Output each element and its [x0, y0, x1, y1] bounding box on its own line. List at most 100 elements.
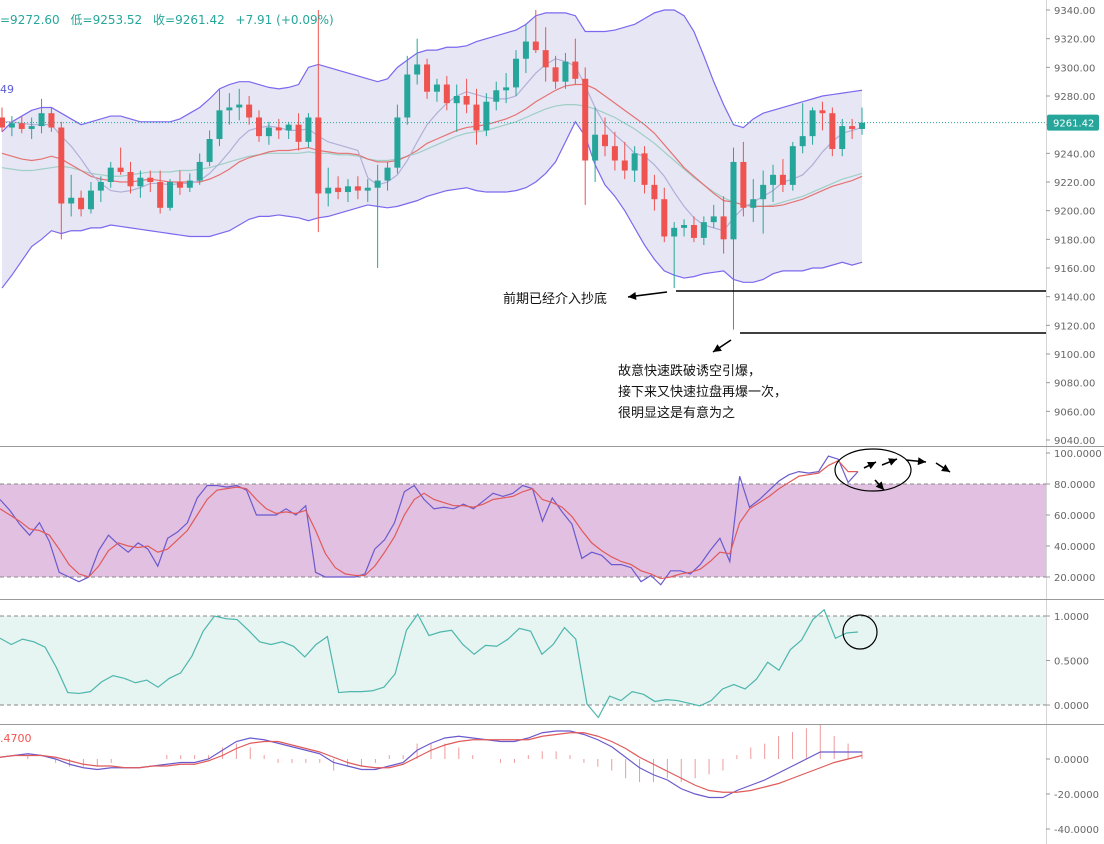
- bollinger-lower-line: [1, 120, 863, 289]
- candle-down: [740, 161, 747, 208]
- price-tick-label: 9080.00: [1054, 379, 1095, 390]
- candle-up: [364, 187, 371, 191]
- candle-down: [641, 153, 648, 185]
- price-tick-label: 9200.00: [1054, 207, 1095, 218]
- rsi-tick-label: 80.0000: [1054, 480, 1095, 491]
- candle-down: [661, 199, 668, 237]
- price-tick-label: 9040.00: [1054, 436, 1095, 447]
- arrow-to-breakdown-note-head: [713, 344, 722, 352]
- candle-up: [8, 123, 15, 128]
- bollinger-upper-line: [1, 9, 863, 133]
- candle-up: [38, 113, 45, 127]
- candle-up: [236, 104, 243, 108]
- candle-up: [186, 180, 193, 188]
- candle-up: [305, 117, 312, 142]
- candle-up: [433, 84, 440, 92]
- ma-mid-line: [1, 103, 863, 207]
- candle-down: [819, 110, 826, 114]
- rsi-band-fill: [0, 484, 1046, 577]
- candle-down: [48, 113, 55, 128]
- candle-up: [859, 122, 865, 129]
- candle-down: [256, 117, 263, 137]
- annotation-breakdown: 故意快速跌破诱空引爆， 接下来又快速拉盘再爆一次， 很明显这是有意为之: [618, 361, 787, 424]
- candle-up: [799, 136, 806, 147]
- candle-up: [374, 180, 381, 188]
- candle-down: [127, 171, 134, 187]
- candle-up: [503, 87, 510, 91]
- candle-down: [0, 117, 5, 128]
- candle-down: [424, 64, 431, 92]
- bollinger-band-fill: [2, 10, 862, 289]
- annotation-breakdown-line-3: 很明显这是有意为之: [618, 406, 736, 421]
- rsi-highlight-ellipse: [834, 448, 912, 492]
- last-price-tag: [1047, 114, 1099, 131]
- last-price-label: 9261.42: [1053, 119, 1094, 130]
- candle-up: [750, 199, 757, 208]
- ohlc-readout: =9272.60 低=9253.52 收=9261.42 +7.91 (+0.0…: [0, 11, 341, 28]
- candle-down: [58, 127, 65, 204]
- price-tick-label: 9240.00: [1054, 149, 1095, 160]
- price-tick-label: 9220.00: [1054, 178, 1095, 189]
- candle-up: [344, 186, 351, 193]
- rsi-arrow-3-head: [875, 481, 884, 490]
- candle-up: [770, 174, 777, 185]
- price-tick-label: 9100.00: [1054, 350, 1095, 361]
- candle-up: [789, 146, 796, 185]
- bb-indicator-label: 49: [0, 83, 14, 96]
- price-tick-label: 9280.00: [1054, 92, 1095, 103]
- candle-down: [354, 186, 361, 191]
- candle-down: [542, 50, 549, 68]
- high-value: =9272.60: [0, 13, 60, 27]
- candle-up: [671, 227, 678, 237]
- candle-up: [394, 117, 401, 168]
- change-value: +7.91 (+0.09%): [235, 13, 334, 27]
- rsi-arrow-1-head: [867, 462, 876, 470]
- candle-down: [473, 104, 480, 131]
- arrow-to-bottom-note-head: [628, 292, 637, 300]
- candle-down: [78, 197, 85, 210]
- macd-signal-line: [0, 732, 863, 793]
- candle-down: [157, 182, 164, 208]
- candle-up: [384, 167, 391, 181]
- candle-down: [829, 113, 836, 150]
- candle-up: [562, 61, 569, 82]
- price-tick-label: 9300.00: [1054, 63, 1095, 74]
- candle-up: [760, 184, 767, 200]
- candle-up: [325, 187, 332, 194]
- low-value: 低=9253.52: [70, 13, 143, 27]
- candle-up: [167, 182, 174, 208]
- candle-down: [849, 126, 856, 129]
- candle-down: [582, 78, 589, 161]
- candle-down: [246, 104, 253, 118]
- candle-down: [651, 184, 658, 200]
- candle-up: [28, 126, 35, 129]
- candle-down: [690, 225, 697, 238]
- candle-up: [681, 225, 688, 228]
- candle-down: [552, 67, 559, 82]
- candle-up: [631, 153, 638, 171]
- annotation-bottom-entry: 前期已经介入抄底: [503, 292, 608, 307]
- osc-tick-label: 0.5000: [1054, 657, 1089, 668]
- candle-up: [206, 139, 213, 162]
- candle-down: [779, 174, 786, 185]
- osc-tick-label: 0.0000: [1054, 701, 1089, 712]
- candle-up: [137, 177, 144, 187]
- candle-down: [720, 216, 727, 240]
- candle-up: [97, 182, 104, 191]
- macd-indicator-label: .4700: [0, 732, 32, 745]
- rsi-tick-label: 60.0000: [1054, 511, 1095, 522]
- candle-up: [226, 107, 233, 111]
- annotation-breakdown-line-2: 接下来又快速拉盘再爆一次，: [618, 385, 788, 400]
- candle-up: [839, 126, 846, 150]
- candle-down: [572, 61, 579, 79]
- macd-tick-label: -40.0000: [1054, 825, 1099, 836]
- macd-tick-label: 0.0000: [1054, 755, 1089, 766]
- candle-down: [147, 177, 154, 182]
- rsi-arrow-2-head: [888, 458, 897, 466]
- candle-up: [809, 110, 816, 137]
- candle-up: [196, 161, 203, 181]
- price-tick-label: 9060.00: [1054, 407, 1095, 418]
- candle-up: [87, 190, 94, 210]
- candle-up: [285, 124, 292, 131]
